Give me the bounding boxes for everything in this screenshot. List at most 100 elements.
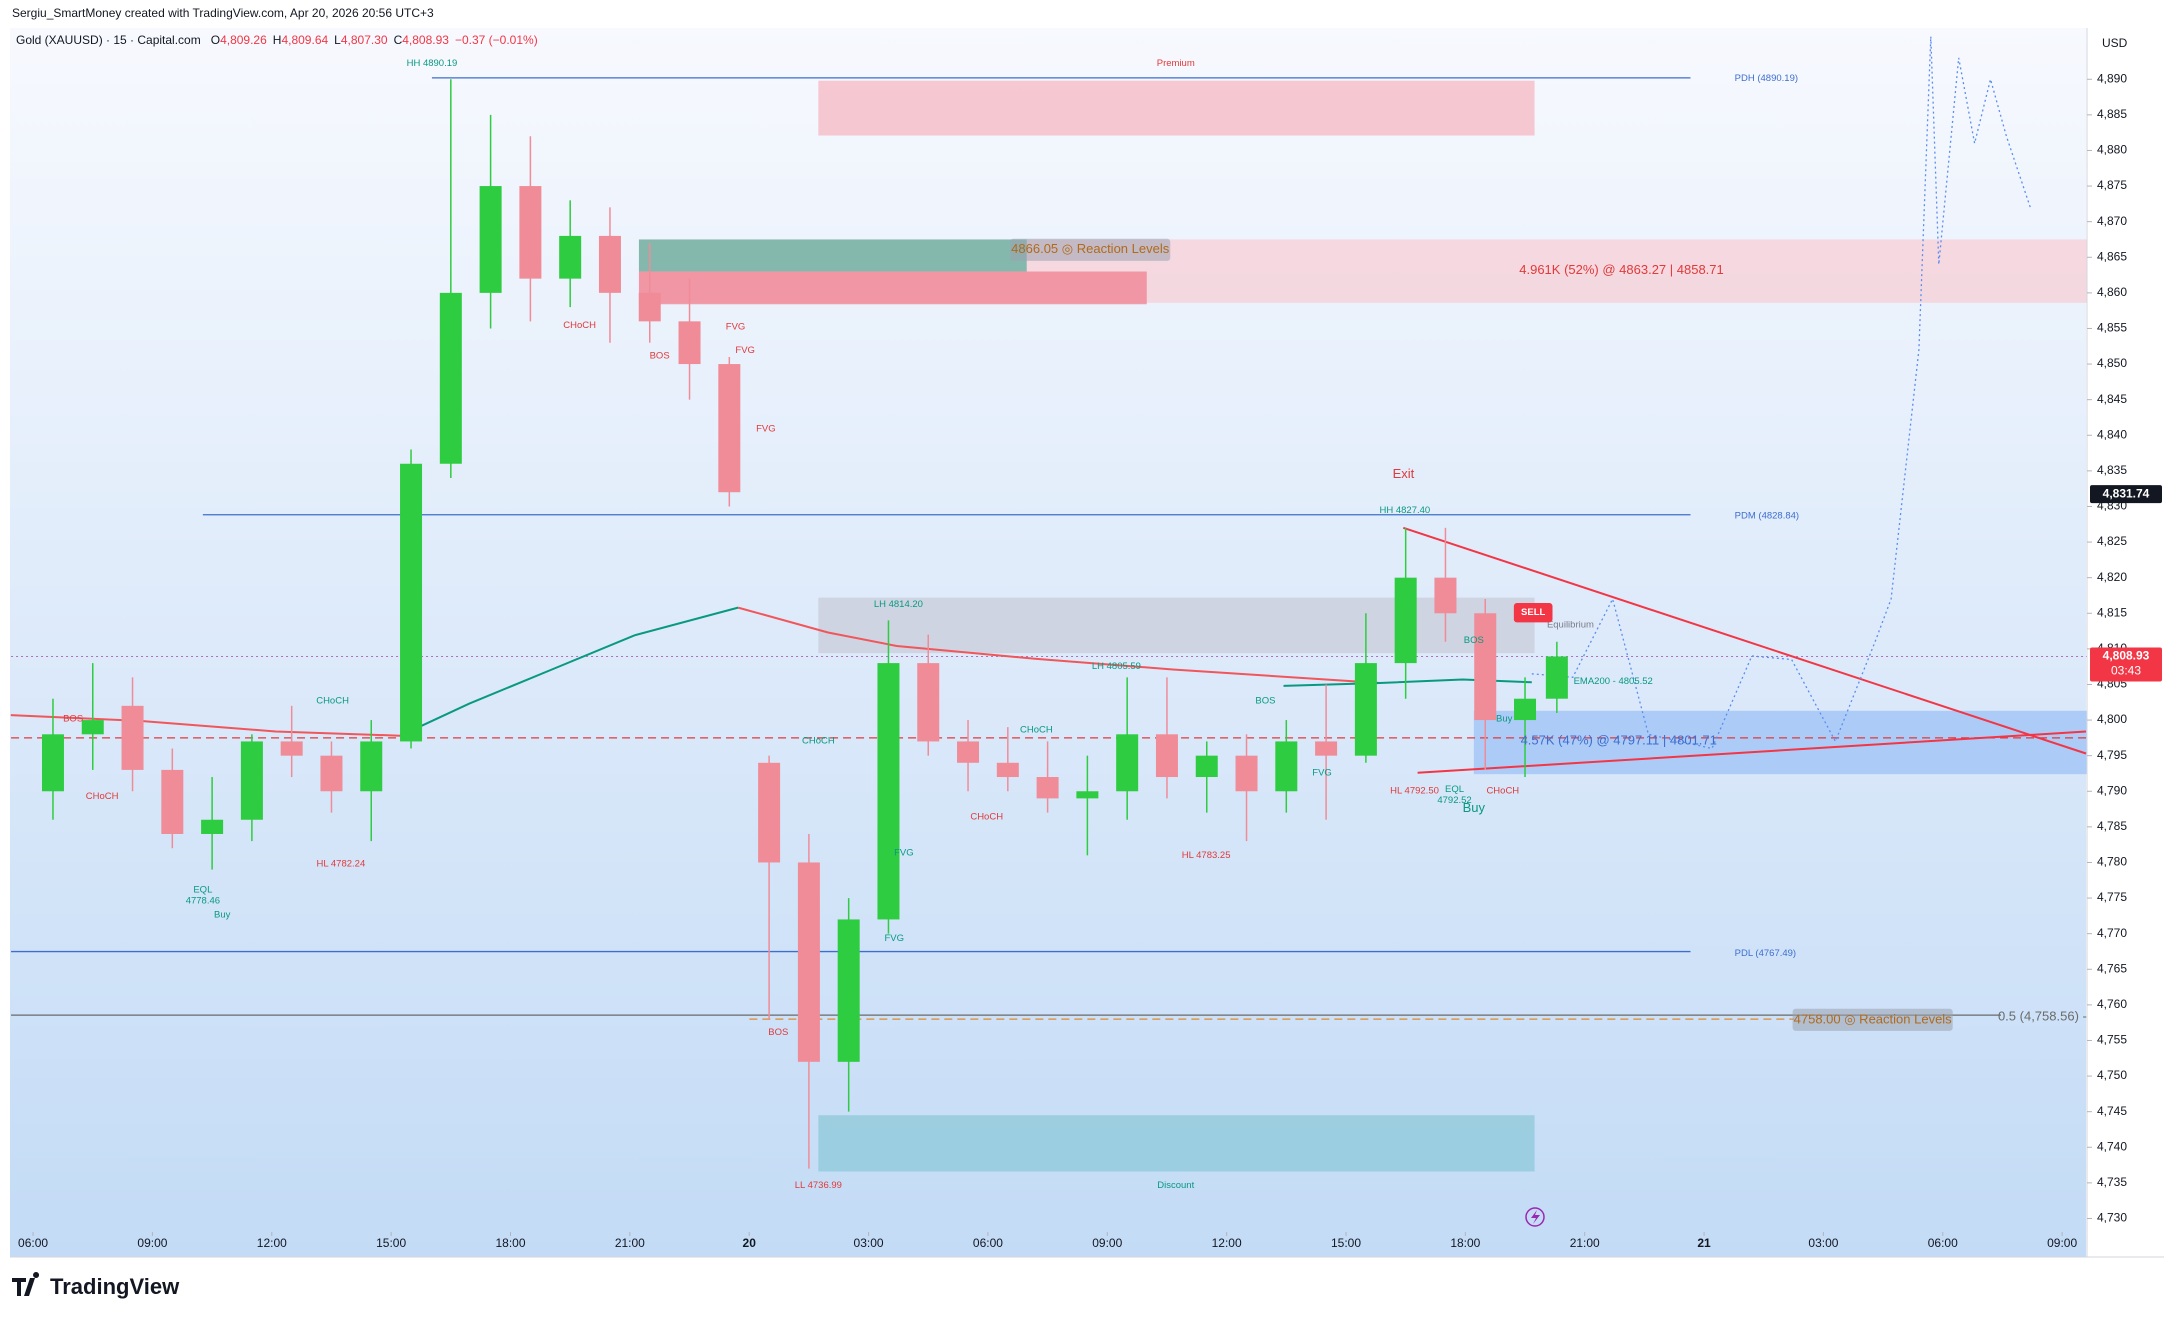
candle-body xyxy=(41,734,64,792)
y-tick-label: 4,790 xyxy=(2097,783,2127,797)
currency: USD xyxy=(2102,36,2128,50)
annotation: BOS xyxy=(768,1027,788,1038)
y-tick-label: 4,820 xyxy=(2097,570,2127,584)
x-tick-label: 12:00 xyxy=(1212,1236,1242,1250)
annotation: SELL xyxy=(1521,607,1545,618)
annotation: HL 4792.50 xyxy=(1390,785,1439,796)
x-tick-label: 15:00 xyxy=(1331,1236,1361,1250)
annotation: LH 4805.59 xyxy=(1092,661,1141,672)
change: −0.37 (−0.01%) xyxy=(455,33,538,47)
candle-body xyxy=(678,321,701,365)
y-tick-label: 4,880 xyxy=(2097,143,2127,157)
ohlc-key: H xyxy=(273,33,282,47)
line xyxy=(399,606,739,737)
candle-body xyxy=(957,741,980,763)
candle-body xyxy=(1195,755,1218,778)
line xyxy=(1417,730,2087,774)
x-tick-label: 03:00 xyxy=(1808,1236,1838,1250)
annotation: Exit xyxy=(1393,466,1415,481)
y-tick-label: 4,765 xyxy=(2097,961,2127,975)
candle-body xyxy=(1155,734,1178,778)
annotation: CHoCH xyxy=(563,320,596,331)
y-tick-label: 4,870 xyxy=(2097,214,2127,228)
x-tick-label: 12:00 xyxy=(257,1236,287,1250)
annotation: EQL xyxy=(193,885,212,896)
candle-body xyxy=(400,463,423,742)
x-tick-label: 06:00 xyxy=(18,1236,48,1250)
annotation: 4.57K (47%) @ 4797.11 | 4801.71 xyxy=(1521,732,1717,747)
y-tick-label: 4,800 xyxy=(2097,712,2127,726)
x-tick-label: 21 xyxy=(1697,1236,1711,1250)
annotation: BOS xyxy=(1255,696,1275,707)
ohlc-value: 4,809.26 xyxy=(220,33,267,47)
candle-body xyxy=(1076,791,1099,799)
x-tick-label: 06:00 xyxy=(1928,1236,1958,1250)
zone xyxy=(818,1115,1535,1172)
candle-body xyxy=(1315,741,1338,756)
annotation: LL 4736.99 xyxy=(795,1180,842,1191)
annotation: HH 4890.19 xyxy=(407,58,458,69)
candle-body xyxy=(1545,656,1568,699)
annotation: HL 4783.25 xyxy=(1182,850,1231,861)
y-tick-label: 4,860 xyxy=(2097,285,2127,299)
y-tick-label: 4,730 xyxy=(2097,1211,2127,1225)
logo-mark xyxy=(12,1272,40,1296)
candle-body xyxy=(758,762,781,863)
event-icon-bolt xyxy=(1531,1210,1540,1224)
y-tick-label: 4,825 xyxy=(2097,534,2127,548)
line xyxy=(1283,678,1532,687)
annotation: FVG xyxy=(894,847,914,858)
candle-body xyxy=(1514,698,1537,721)
y-tick-label: 4,845 xyxy=(2097,392,2127,406)
y-tick-label: 4,735 xyxy=(2097,1175,2127,1189)
candle-body xyxy=(559,235,582,279)
candle-body xyxy=(877,663,900,920)
price-tag-label: 4,831.74 xyxy=(2103,486,2150,500)
annotation: FVG xyxy=(726,322,746,333)
sell-badge xyxy=(1513,603,1553,623)
annotation: HH 4827.40 xyxy=(1379,505,1430,516)
y-tick-label: 4,840 xyxy=(2097,427,2127,441)
x-tick-label: 15:00 xyxy=(376,1236,406,1250)
candle-body xyxy=(718,364,741,493)
candle-body xyxy=(161,769,184,834)
annotation: FVG xyxy=(1312,767,1332,778)
annotation: EMA200 - 4805.52 xyxy=(1574,676,1653,687)
candle-body xyxy=(240,741,263,820)
annotation: 4758.00 ◎ Reaction Levels xyxy=(1794,1011,1953,1026)
candle-body xyxy=(360,741,383,792)
candle-body xyxy=(1354,663,1377,756)
line xyxy=(737,606,1380,684)
y-tick-label: 4,890 xyxy=(2097,71,2127,85)
symbol: Gold (XAUUSD) · 15 · Capital.com xyxy=(16,33,201,47)
x-tick-label: 06:00 xyxy=(973,1236,1003,1250)
annotation: BOS xyxy=(1464,635,1484,646)
candle-body xyxy=(1474,613,1497,721)
y-tick-label: 4,795 xyxy=(2097,748,2127,762)
label-box xyxy=(1010,238,1171,261)
candle-body xyxy=(1235,755,1258,792)
event-icon[interactable] xyxy=(1525,1207,1545,1227)
x-tick-label: 09:00 xyxy=(137,1236,167,1250)
annotation: CHoCH xyxy=(1020,725,1053,736)
candle-body xyxy=(638,292,661,322)
candle-body xyxy=(1275,741,1298,792)
line xyxy=(1531,36,2031,750)
x-tick-label: 09:00 xyxy=(2047,1236,2077,1250)
annotation: Discount xyxy=(1157,1180,1194,1191)
candle-body xyxy=(320,755,343,792)
annotation: HL 4782.24 xyxy=(316,858,365,869)
logo: TradingView xyxy=(12,1272,180,1299)
y-tick-label: 4,835 xyxy=(2097,463,2127,477)
price-axis-background xyxy=(2088,28,2164,1257)
zone xyxy=(638,239,1027,272)
ohlc-key: L xyxy=(334,33,341,47)
ohlc-key: C xyxy=(394,33,403,47)
y-tick-label: 4,755 xyxy=(2097,1033,2127,1047)
x-tick-label: 18:00 xyxy=(1450,1236,1480,1250)
candle-body xyxy=(121,705,144,770)
y-tick-label: 4,855 xyxy=(2097,321,2127,335)
candle-body xyxy=(1116,734,1139,792)
y-tick-label: 4,750 xyxy=(2097,1068,2127,1082)
